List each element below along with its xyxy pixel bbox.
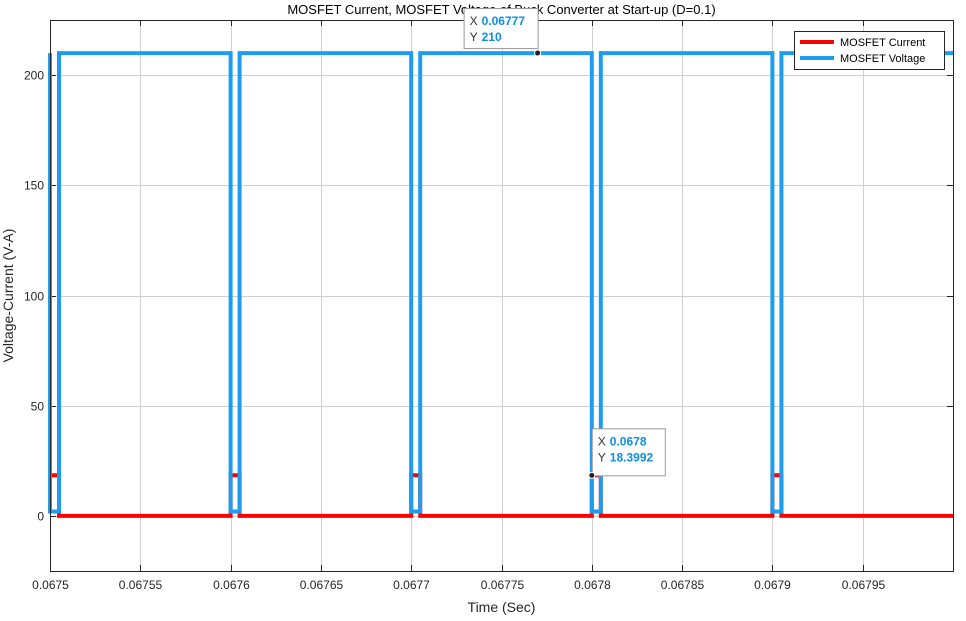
datatips: X 0.06777 Y 210 X 0.0678 Y 18.3992: [463, 8, 666, 479]
legend-entry-label: MOSFET Voltage: [840, 53, 925, 65]
y-tick-label: 100: [24, 290, 44, 304]
datatip-y-value: 18.3992: [610, 450, 654, 464]
legend[interactable]: MOSFET Current MOSFET Voltage: [794, 31, 945, 70]
datatip-marker: [534, 49, 542, 57]
y-tick-label: 50: [31, 400, 45, 414]
x-axis-label: Time (Sec): [468, 599, 536, 615]
datatip-x-value: 0.0678: [610, 434, 647, 448]
x-tick-label: 0.06795: [842, 578, 886, 592]
datatip-box: [591, 428, 666, 477]
series-lines: [48, 51, 953, 518]
y-tick-label: 0: [37, 510, 44, 524]
datatip-y-key: Y: [470, 30, 478, 44]
datatip-y-key: Y: [598, 450, 606, 464]
y-axis-ticks: 0 50 100 150 200: [24, 69, 953, 524]
y-axis-label: Voltage-Current (V-A): [0, 229, 16, 363]
datatip-x-value: 0.06777: [482, 14, 526, 28]
x-tick-label: 0.0677: [393, 578, 430, 592]
x-axis-ticks: 0.0675 0.06755 0.0676 0.06765 0.0677 0.06775 0…: [32, 20, 886, 592]
x-tick-label: 0.0675: [32, 578, 69, 592]
series-line-mosfet-voltage: [48, 51, 953, 514]
y-tick-label: 150: [24, 179, 44, 193]
datatip-x-key: X: [470, 14, 478, 28]
x-tick-label: 0.0678: [574, 578, 611, 592]
datatip-y-value: 210: [482, 30, 502, 44]
legend-entry-label: MOSFET Current: [840, 37, 925, 49]
x-tick-label: 0.06765: [300, 578, 344, 592]
datatip-x-key: X: [598, 434, 606, 448]
x-tick-label: 0.06775: [481, 578, 525, 592]
y-tick-label: 200: [24, 69, 44, 83]
datatip-marker: [588, 471, 596, 479]
datatip-box: [463, 8, 539, 50]
x-tick-label: 0.06755: [119, 578, 163, 592]
x-tick-label: 0.0679: [754, 578, 791, 592]
x-tick-label: 0.0676: [213, 578, 250, 592]
plot-area: [50, 20, 953, 571]
x-tick-label: 0.06785: [661, 578, 705, 592]
legend-box: [794, 31, 945, 70]
